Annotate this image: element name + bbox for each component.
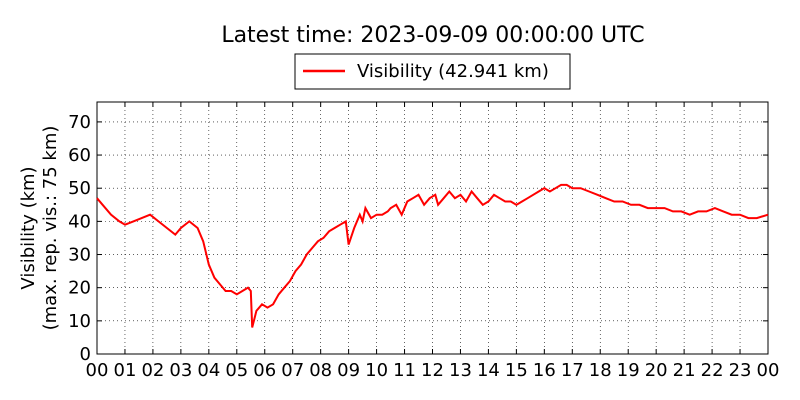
series-visibility — [96, 183, 769, 328]
chart-title: Latest time: 2023-09-09 00:00:00 UTC — [221, 23, 644, 48]
x-axis: 00 01 02 03 04 05 06 07 08 09 10 11 12 13 14 15 16 17 18 19… — [86, 102, 780, 381]
x-tick-label: 06 — [253, 360, 276, 381]
x-tick-label: 00 — [86, 360, 109, 381]
x-tick-label: 07 — [281, 360, 304, 381]
x-tick-label: 03 — [169, 360, 192, 381]
legend-label: Visibility (42.941 km) — [357, 61, 549, 82]
y-tick-label: 60 — [68, 145, 91, 166]
x-tick-label: 18 — [589, 360, 612, 381]
y-tick-label: 10 — [68, 311, 91, 332]
y-tick-label: 70 — [68, 112, 91, 133]
x-tick-label: 01 — [114, 360, 137, 381]
x-tick-label: 02 — [141, 360, 164, 381]
x-tick-label: 11 — [393, 360, 416, 381]
y-tick-label: 30 — [68, 245, 91, 266]
x-tick-label: 23 — [729, 360, 752, 381]
x-tick-label: 05 — [225, 360, 248, 381]
x-tick-label: 04 — [197, 360, 220, 381]
x-tick-label: 22 — [701, 360, 724, 381]
y-tick-label: 0 — [80, 344, 91, 365]
x-tick-label: 08 — [309, 360, 332, 381]
x-tick-label: 12 — [421, 360, 444, 381]
x-tick-label: 13 — [449, 360, 472, 381]
legend: Visibility (42.941 km) — [294, 53, 571, 90]
x-tick-label: 16 — [533, 360, 556, 381]
x-tick-label: 20 — [645, 360, 668, 381]
y-tick-label: 40 — [68, 211, 91, 232]
y-axis: 0 10 20 30 40 50 60 70 — [68, 112, 768, 365]
x-tick-label: 14 — [477, 360, 500, 381]
y-tick-label: 20 — [68, 278, 91, 299]
x-tick-label: 00 — [757, 360, 780, 381]
x-tick-label: 19 — [617, 360, 640, 381]
x-tick-label: 17 — [561, 360, 584, 381]
x-tick-label: 15 — [505, 360, 528, 381]
y-axis-title-line2: (max. rep. vis.: 75 km) — [40, 126, 61, 331]
y-tick-label: 50 — [68, 178, 91, 199]
x-tick-label: 21 — [673, 360, 696, 381]
y-axis-title-line1: Visibility (km) — [18, 166, 39, 289]
x-tick-label: 09 — [337, 360, 360, 381]
x-tick-label: 10 — [365, 360, 388, 381]
